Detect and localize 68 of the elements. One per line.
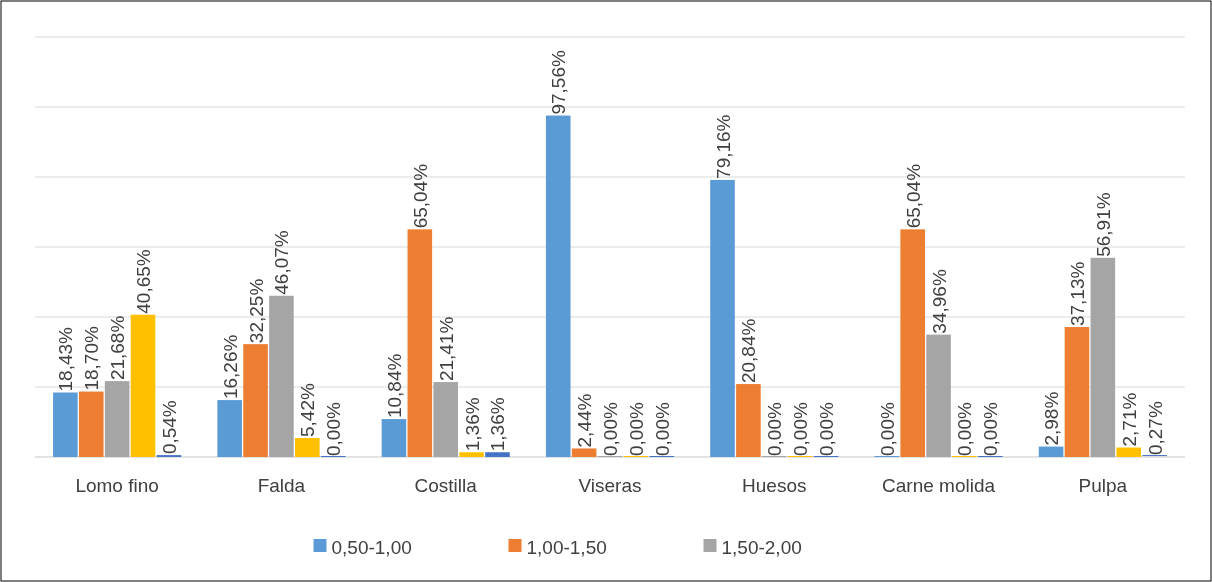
bar (1064, 327, 1090, 457)
data-label: 1,36% (487, 397, 509, 452)
data-label: 0,00% (625, 402, 647, 456)
data-label: 2,98% (1041, 391, 1063, 446)
data-label: 0,00% (323, 402, 345, 456)
data-label: 40,65% (133, 249, 155, 314)
x-tick-label: Huesos (742, 475, 807, 496)
bar (485, 452, 510, 457)
bar (217, 400, 242, 457)
bar (736, 384, 761, 457)
bar (433, 382, 459, 457)
data-label: 0,00% (876, 402, 898, 456)
bar (104, 381, 130, 457)
data-label: 56,91% (1092, 192, 1114, 257)
data-label: 65,04% (902, 163, 924, 229)
bar (295, 438, 320, 457)
legend-label: 0,50-1,00 (331, 536, 412, 558)
data-label: 0,00% (600, 402, 621, 456)
x-tick-label: Lomo fino (75, 475, 159, 496)
x-tick-label: Viseras (578, 475, 642, 496)
data-label: 0,00% (954, 402, 976, 456)
data-label: 37,13% (1066, 261, 1088, 327)
data-label: 65,04% (409, 163, 431, 229)
bar (459, 452, 484, 457)
bar (926, 334, 951, 457)
bar (381, 419, 407, 457)
data-label: 5,42% (297, 383, 319, 438)
data-label: 32,25% (245, 278, 267, 344)
bar (130, 314, 156, 457)
data-label: 0,00% (816, 402, 838, 456)
data-label: 20,84% (738, 318, 760, 384)
data-label: 0,27% (1144, 401, 1166, 456)
data-label: 79,16% (712, 114, 734, 179)
data-label: 0,00% (764, 402, 786, 456)
data-label: 0,00% (790, 402, 812, 456)
data-label: 34,96% (928, 269, 950, 334)
bar (900, 229, 925, 457)
bar (1038, 446, 1064, 457)
data-label: 0,00% (980, 402, 1002, 456)
x-tick-label: Falda (257, 475, 306, 496)
bar (78, 391, 104, 457)
bar (407, 229, 433, 457)
bar (571, 448, 597, 457)
data-label: 2,44% (574, 393, 596, 448)
data-label: 16,26% (219, 334, 241, 400)
data-label: 18,70% (81, 326, 103, 391)
bar (243, 344, 268, 457)
data-label: 2,71% (1118, 392, 1140, 447)
data-label: 97,56% (548, 49, 570, 115)
bar (53, 392, 78, 457)
data-label: 1,36% (461, 397, 483, 452)
x-tick-label: Carne molida (882, 475, 996, 496)
data-label: 21,41% (435, 316, 457, 382)
x-tick-label: Costilla (414, 475, 478, 496)
bar (269, 295, 294, 457)
data-label: 0,54% (158, 400, 180, 455)
bar (545, 115, 571, 457)
bar (710, 179, 735, 457)
legend-label: 1,50-2,00 (721, 536, 802, 558)
bar (1116, 447, 1142, 457)
legend-label: 1,00-1,50 (526, 536, 607, 558)
data-label: 21,68% (107, 315, 129, 381)
data-label: 0,00% (651, 402, 673, 456)
data-label: 10,84% (383, 353, 405, 419)
data-label: 18,43% (55, 326, 77, 392)
bar (1090, 257, 1116, 457)
x-tick-label: Pulpa (1078, 475, 1128, 496)
data-label: 46,07% (271, 230, 293, 295)
